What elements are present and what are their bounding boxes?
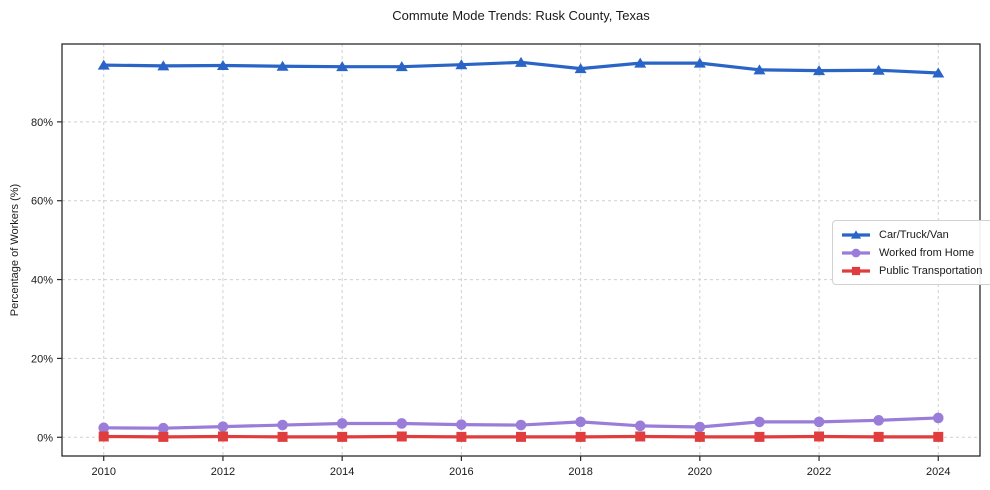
y-tick-label: 80% [31,117,53,129]
y-tick-label: 20% [31,353,53,365]
series-public-transportation [98,431,944,442]
x-tick-label: 2022 [807,466,831,478]
series-car-truck-van [97,56,945,78]
x-tick-label: 2014 [330,466,354,478]
line-triangle-marker-icon [841,229,871,241]
x-tick-label: 2016 [449,466,473,478]
legend-label: Worked from Home [879,246,975,259]
x-tick-label: 2018 [568,466,592,478]
line-circle-marker-icon [841,247,871,259]
legend-label: Public Transportation [879,264,983,277]
legend-entry-car-truck-van: Car/Truck/Van [841,228,982,241]
y-tick-label: 40% [31,275,53,287]
x-tick-label: 2020 [688,466,712,478]
x-tick-label: 2024 [926,466,950,478]
series-worked-from-home [98,412,944,434]
chart-title: Commute Mode Trends: Rusk County, Texas [392,8,650,23]
x-tick-label: 2012 [211,466,235,478]
y-tick-label: 60% [31,196,53,208]
legend-entry-worked-from-home: Worked from Home [841,246,982,259]
line-square-marker-icon [841,265,871,277]
x-tick-label: 2010 [91,466,115,478]
legend-entry-public-transportation: Public Transportation [841,264,982,277]
axis-ticks: 2010 2012 2014 2016 2018 2020 2022 2024 0% 20% 40%… [31,117,951,478]
legend: Car/Truck/Van Worked from Home Public Tr… [832,220,990,285]
legend-label: Car/Truck/Van [879,228,949,241]
y-tick-label: 0% [37,432,53,444]
